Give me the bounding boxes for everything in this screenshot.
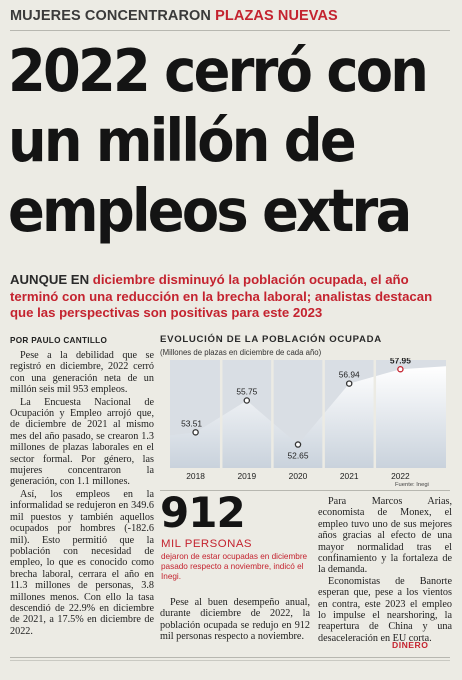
kicker-divider <box>10 30 450 31</box>
headline-line-3: empleos extra <box>8 176 412 245</box>
kicker-part-2: PLAZAS NUEVAS <box>215 8 338 24</box>
chart-x-tick-label: 2022 <box>391 471 410 481</box>
headline: 2022 cerró con un millón de empleos extr… <box>8 36 460 246</box>
chart-data-point <box>243 397 251 404</box>
employment-area-chart: 53.51 2018 55.75 2019 52.65 2020 56.94 2021 57.9… <box>170 358 446 481</box>
left-column: Pese a la debilidad que se registró en d… <box>10 350 154 638</box>
headline-line-1: 2022 cerró con <box>8 36 429 105</box>
chart-x-tick-label: 2018 <box>186 471 205 481</box>
paragraph: Para Marcos Arias, economista de Monex, … <box>318 496 452 576</box>
chart-source: Fuente: Inegi <box>395 482 429 488</box>
right-column: Para Marcos Arias, economista de Monex, … <box>318 496 452 644</box>
paragraph: Pese al buen desempeño anual, durante di… <box>160 597 310 643</box>
deck-lead: AUNQUE EN <box>10 272 90 287</box>
paragraph: Economistas de Banorte esperan que, pese… <box>318 575 452 644</box>
section-signature: DINERO <box>392 640 429 650</box>
headline-line-2: un millón de <box>8 106 357 175</box>
byline: POR PAULO CANTILLO <box>10 336 108 345</box>
chart-subtitle: (Millones de plazas en diciembre de cada… <box>160 348 322 357</box>
chart-data-label: 53.51 <box>181 418 202 428</box>
chart-data-point <box>192 429 199 436</box>
chart-divider <box>160 490 450 491</box>
deck-text: diciembre disminuyó la población ocupada… <box>10 272 433 320</box>
kicker-part-1: MUJERES CONCENTRARON <box>10 8 211 24</box>
highlight-number: 912 <box>160 488 246 537</box>
middle-column: Pese al buen desempeño anual, durante di… <box>160 597 310 643</box>
paragraph: Pese a la debilidad que se registró en d… <box>10 350 154 396</box>
chart-x-tick-label: 2020 <box>289 471 308 481</box>
chart-x-tick-label: 2019 <box>237 471 256 481</box>
chart-x-tick-label: 2021 <box>340 471 359 481</box>
chart-data-label: 56.94 <box>339 370 360 380</box>
deck: AUNQUE EN diciembre disminuyó la poblaci… <box>10 272 454 322</box>
bottom-divider-secondary <box>10 660 450 661</box>
bottom-divider <box>10 657 450 658</box>
chart-data-point <box>397 365 404 373</box>
chart-data-label: 52.65 <box>288 451 309 461</box>
chart-data-point <box>294 441 302 448</box>
chart-data-label: 57.95 <box>390 358 411 365</box>
highlight-label: MIL PERSONAS <box>161 538 253 550</box>
chart-area-series <box>170 366 446 468</box>
kicker: MUJERES CONCENTRARON PLAZAS NUEVAS <box>10 8 450 24</box>
chart-title: EVOLUCIÓN DE LA POBLACIÓN OCUPADA <box>160 334 382 345</box>
highlight-caption: dejaron de estar ocupadas en diciembre p… <box>161 552 308 581</box>
chart-data-point <box>345 380 353 387</box>
paragraph: La Encuesta Nacional de Ocupación y Empl… <box>10 396 154 488</box>
chart-data-label: 55.75 <box>236 387 257 397</box>
paragraph: Así, los empleos en la informalidad se r… <box>10 488 154 637</box>
